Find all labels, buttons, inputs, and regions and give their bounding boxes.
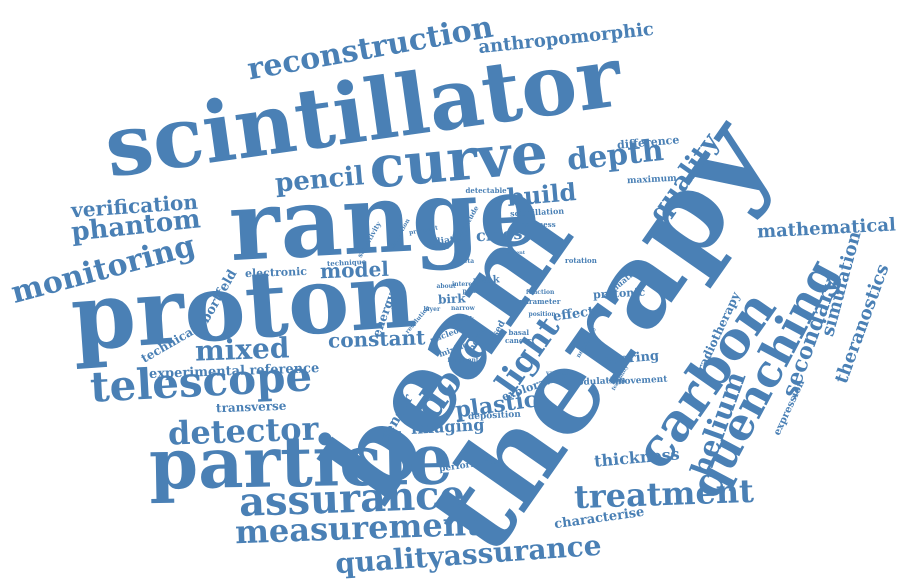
word: parameter xyxy=(519,296,561,306)
word: narrow xyxy=(451,305,475,312)
word: treatment xyxy=(573,471,755,517)
word: interest xyxy=(452,281,479,288)
word: layer xyxy=(423,306,441,313)
word: pencil xyxy=(273,161,365,199)
word: pmma xyxy=(462,288,484,295)
word: cmos xyxy=(475,223,523,246)
word: detector xyxy=(167,409,319,453)
word: maximum xyxy=(626,173,677,186)
word: mixed xyxy=(194,331,290,368)
word: transverse xyxy=(215,398,287,416)
word: patient xyxy=(505,249,526,256)
word: technique xyxy=(326,256,366,268)
word: basal xyxy=(508,327,530,337)
word: stack xyxy=(456,316,474,323)
word: beta xyxy=(459,258,475,265)
word: scintillation xyxy=(509,205,565,219)
word: variation xyxy=(546,370,577,377)
word: position xyxy=(528,311,556,318)
word: change xyxy=(429,244,450,251)
word: detectable xyxy=(465,185,507,195)
word: fragment xyxy=(447,357,479,364)
word: hardness xyxy=(520,219,556,229)
word: rotation xyxy=(565,255,597,265)
word: function xyxy=(526,289,555,296)
word: electronic xyxy=(244,264,308,280)
word: about xyxy=(436,283,456,290)
word: build xyxy=(505,177,577,212)
word: cancer xyxy=(505,335,532,345)
word: mathematical xyxy=(756,214,896,243)
word: sparing xyxy=(602,348,660,368)
